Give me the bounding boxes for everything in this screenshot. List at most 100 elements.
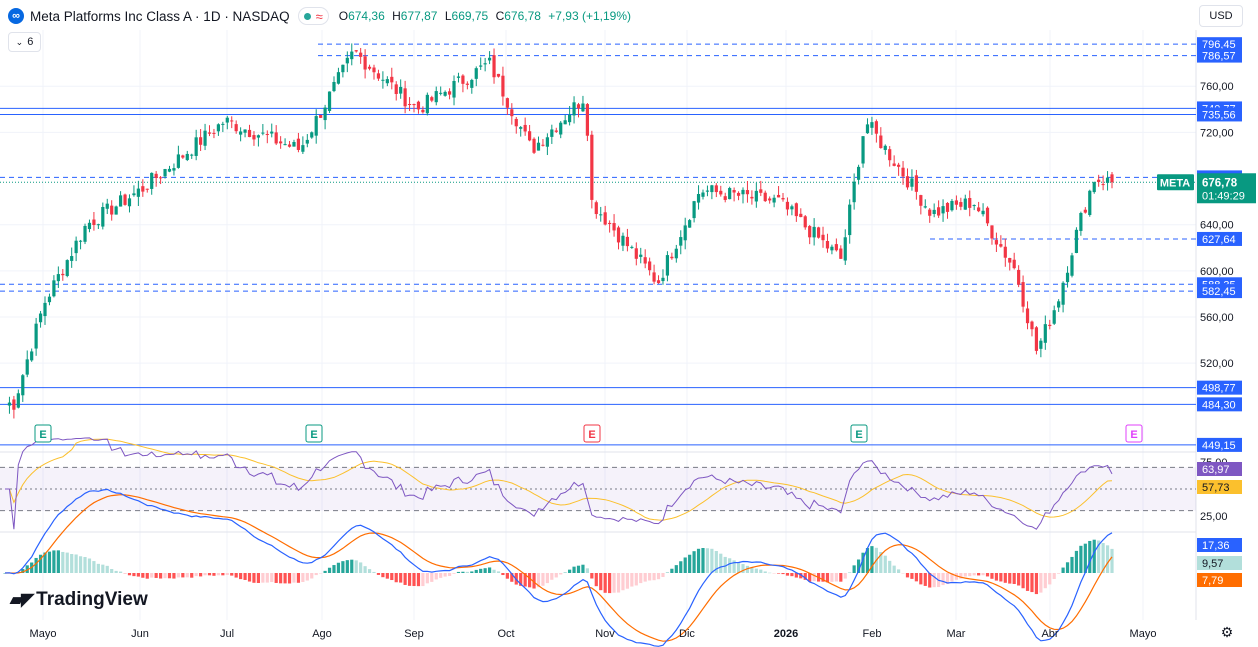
candle [812,226,816,238]
macd-histogram-bar [447,573,452,576]
macd-histogram-bar [252,573,256,583]
macd-histogram-bar [710,548,714,573]
macd-value-badge-text: 17,36 [1202,540,1230,552]
market-status-pill[interactable]: ≈ [297,7,329,25]
candle [203,130,207,146]
candle [763,192,767,202]
macd-histogram-bar [625,573,630,589]
macd-histogram-bar [421,573,425,587]
candle [78,240,83,242]
candle [487,57,492,61]
macd-histogram-bar [354,560,358,573]
candle [216,124,220,132]
candle [247,129,252,138]
gear-icon[interactable]: ⚙ [1220,623,1234,640]
candle [563,120,567,125]
macd-histogram-bar [407,573,412,586]
candle [905,176,910,188]
last-price-value: 676,78 [1202,177,1238,189]
candle [292,141,296,147]
macd-histogram-bar [968,573,972,577]
macd-histogram-bar [928,573,932,588]
macd-histogram-bar [141,573,145,578]
candle [1039,340,1043,349]
meta-logo-icon: ∞ [8,8,24,24]
macd-histogram-bar [403,573,407,585]
price-level-badge-text: 582,45 [1202,286,1236,298]
candle [430,97,434,101]
macd-histogram-bar [799,573,803,579]
candle [310,132,314,138]
candle [21,375,25,396]
macd-histogram-bar [972,573,976,576]
macd-histogram-bar [825,573,830,583]
macd-histogram-bar [176,573,180,578]
symbol-title[interactable]: Meta Platforms Inc Class A · 1D · NASDAQ [30,8,290,24]
macd-histogram-bar [643,573,647,582]
macd-histogram-bar [621,573,625,591]
candle [145,188,149,190]
macd-histogram-bar [1083,543,1087,573]
candle [159,177,163,179]
candle [808,226,812,238]
candle [999,244,1003,247]
price-level-badge-bg [1197,37,1242,52]
candle [447,91,452,95]
macd-histogram-bar [692,551,696,573]
candle [327,91,332,111]
candle [954,200,958,205]
rsi-tick-label: 25,00 [1200,511,1228,523]
candle [274,132,278,144]
candle [372,67,376,73]
macd-histogram-bar [945,573,950,584]
macd-histogram-bar [118,571,123,573]
candle [38,313,43,323]
candle [1008,257,1012,263]
candle [181,155,185,158]
candle [434,91,438,103]
candle [363,56,367,70]
candle [150,172,154,189]
currency-button[interactable]: USD [1199,5,1243,27]
macd-histogram-bar [985,573,990,577]
macd-histogram-bar [243,573,247,580]
chart-header: ∞ Meta Platforms Inc Class A · 1D · NASD… [8,6,635,26]
macd-histogram-bar [856,559,861,573]
candle [861,136,865,164]
candle [1110,174,1114,183]
x-tick-label: Nov [595,628,615,640]
candle [719,190,723,195]
candle [536,142,541,151]
rsi-value-badge-bg [1197,462,1242,476]
candle [110,205,114,215]
candle [696,193,701,203]
candle [848,204,852,236]
candle [136,188,140,197]
candle [452,80,456,98]
candle [710,185,714,193]
macd-histogram-bar [852,565,856,573]
candle [1061,282,1065,305]
candle [332,81,336,92]
macd-histogram-bar [505,573,509,579]
x-tick-label: Feb [863,628,882,640]
indicators-collapse-button[interactable]: ⌄ 6 [8,32,41,52]
signal-value-badge-text: 7,79 [1202,575,1223,587]
macd-histogram-bar [808,573,812,582]
candle [959,202,963,207]
macd-histogram-bar [1092,539,1096,573]
macd-histogram-bar [301,573,305,582]
macd-histogram-bar [1052,573,1056,579]
candle [1057,301,1061,308]
candle [865,124,870,134]
candle [1083,209,1087,213]
candle [287,144,292,147]
candle [1097,179,1101,183]
candle [901,167,905,177]
candle [621,235,625,246]
macd-histogram-bar [563,571,567,573]
macd-histogram-bar [963,573,967,577]
candle [634,248,638,259]
